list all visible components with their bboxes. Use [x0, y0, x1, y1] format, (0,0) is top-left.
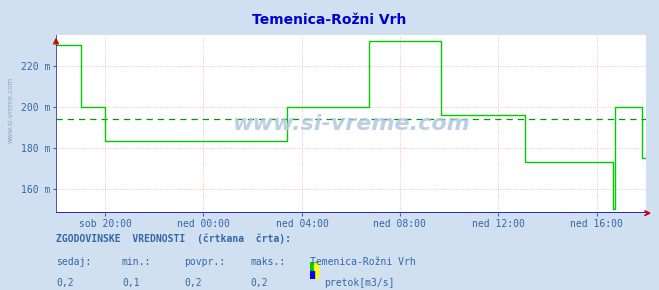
Polygon shape	[310, 271, 314, 278]
Text: www.si-vreme.com: www.si-vreme.com	[8, 77, 14, 143]
Text: 0,2: 0,2	[185, 278, 202, 288]
Text: min.:: min.:	[122, 257, 152, 267]
Text: 0,1: 0,1	[122, 278, 140, 288]
Text: pretok[m3/s]: pretok[m3/s]	[324, 278, 395, 288]
Text: www.si-vreme.com: www.si-vreme.com	[232, 114, 470, 134]
Text: 0,2: 0,2	[56, 278, 74, 288]
Polygon shape	[314, 263, 318, 278]
Text: maks.:: maks.:	[250, 257, 285, 267]
Text: Temenica-Rožni Vrh: Temenica-Rožni Vrh	[310, 257, 415, 267]
Text: 0,2: 0,2	[250, 278, 268, 288]
Text: Temenica-Rožni Vrh: Temenica-Rožni Vrh	[252, 13, 407, 27]
Text: povpr.:: povpr.:	[185, 257, 225, 267]
Text: ZGODOVINSKE  VREDNOSTI  (črtkana  črta):: ZGODOVINSKE VREDNOSTI (črtkana črta):	[56, 233, 291, 244]
Text: sedaj:: sedaj:	[56, 257, 91, 267]
